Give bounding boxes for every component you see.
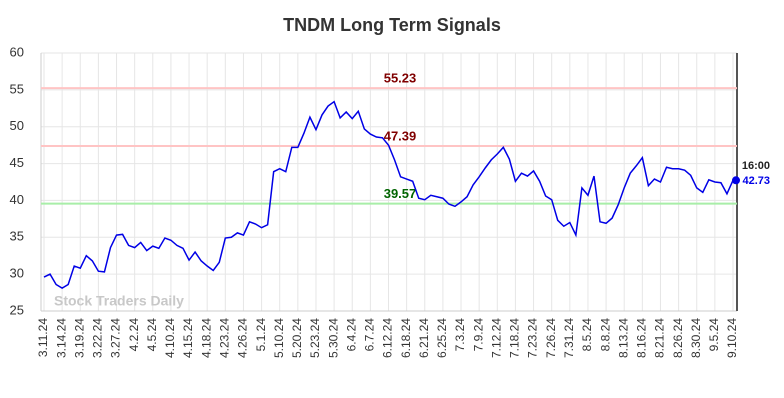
x-tick-label: 7.26.24 — [544, 318, 558, 358]
y-tick-label: 30 — [10, 266, 24, 281]
x-tick-label: 6.12.24 — [381, 318, 395, 358]
last-point — [732, 176, 740, 185]
x-tick-label: 8.8.24 — [598, 318, 612, 352]
x-tick-label: 7.23.24 — [526, 318, 540, 358]
watermark: Stock Traders Daily — [54, 293, 184, 309]
x-tick-label: 8.26.24 — [671, 318, 685, 358]
x-tick-label: 4.18.24 — [199, 318, 213, 358]
x-tick-label: 6.21.24 — [417, 318, 431, 358]
last-time: 16:00 — [742, 160, 770, 172]
x-tick-label: 5.30.24 — [326, 318, 340, 358]
x-tick-label: 7.12.24 — [489, 318, 503, 358]
x-tick-label: 7.3.24 — [453, 318, 467, 352]
x-tick-label: 4.26.24 — [236, 318, 250, 358]
x-tick-label: 3.22.24 — [91, 318, 105, 358]
y-tick-label: 60 — [10, 44, 24, 59]
x-tick-label: 4.10.24 — [163, 318, 177, 358]
x-tick-label: 7.31.24 — [562, 318, 576, 358]
x-tick-label: 6.18.24 — [399, 318, 413, 358]
y-tick-label: 50 — [10, 118, 24, 133]
price-line — [43, 100, 734, 290]
x-tick-label: 8.21.24 — [653, 318, 667, 358]
level-label: 47.39 — [384, 128, 417, 143]
y-tick-label: 40 — [10, 192, 24, 207]
x-tick-label: 3.19.24 — [72, 318, 86, 358]
x-tick-label: 3.27.24 — [109, 318, 123, 358]
x-tick-label: 4.23.24 — [217, 318, 231, 358]
level-label: 39.57 — [384, 186, 417, 201]
x-tick-label: 9.5.24 — [707, 318, 721, 352]
x-tick-label: 8.16.24 — [635, 318, 649, 358]
x-tick-label: 4.2.24 — [127, 318, 141, 352]
x-tick-label: 8.13.24 — [616, 318, 630, 358]
x-tick-label: 6.25.24 — [435, 318, 449, 358]
x-tick-label: 6.4.24 — [344, 318, 358, 352]
x-tick-label: 5.20.24 — [290, 318, 304, 358]
x-tick-label: 9.10.24 — [725, 318, 739, 358]
x-tick-label: 5.23.24 — [308, 318, 322, 358]
x-tick-label: 3.14.24 — [54, 318, 68, 358]
y-tick-label: 55 — [10, 81, 24, 96]
x-tick-label: 3.11.24 — [36, 318, 50, 357]
chart-title: TNDM Long Term Signals — [283, 15, 501, 35]
x-tick-label: 5.1.24 — [254, 318, 268, 352]
x-tick-label: 6.7.24 — [363, 318, 377, 352]
x-tick-label: 4.15.24 — [181, 318, 195, 358]
last-value: 42.73 — [742, 175, 770, 187]
y-tick-label: 25 — [10, 302, 24, 317]
x-tick-label: 7.9.24 — [471, 318, 485, 352]
x-tick-label: 7.18.24 — [508, 318, 522, 358]
x-tick-label: 4.5.24 — [145, 318, 159, 352]
level-label: 55.23 — [384, 71, 417, 86]
x-tick-label: 8.5.24 — [580, 318, 594, 352]
y-tick-label: 45 — [10, 155, 24, 170]
x-tick-label: 8.30.24 — [689, 318, 703, 358]
x-tick-label: 5.10.24 — [272, 318, 286, 358]
y-tick-label: 35 — [10, 229, 24, 244]
